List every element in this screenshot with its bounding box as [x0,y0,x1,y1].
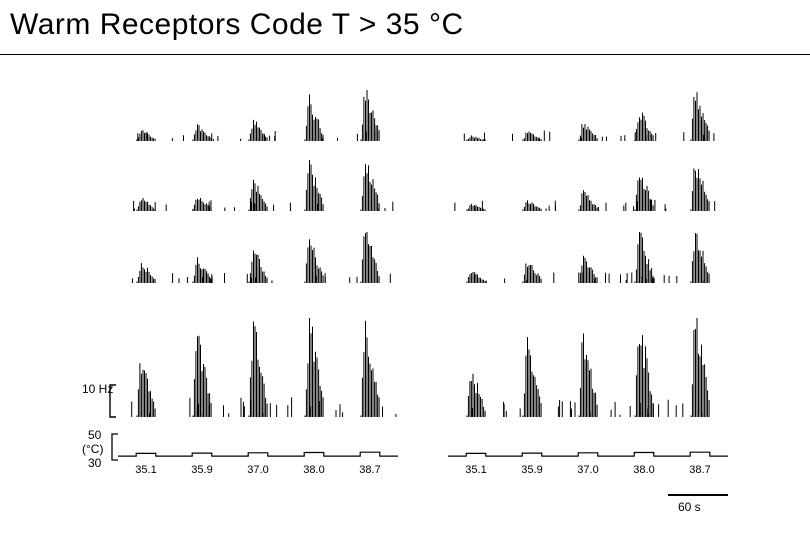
page-title: Warm Receptors Code T > 35 °C [10,8,464,42]
temp-value-c0-i3: 38.0 [294,464,334,476]
temp-axis-top-label: 50 [88,428,101,442]
temp-trace-c1 [448,434,728,460]
firing-rate-scale-icon [108,318,122,418]
temp-value-c0-i4: 38.7 [350,464,390,476]
temp-trace-c0 [118,434,398,460]
spike-panel-c1-r3 [448,318,728,418]
page-root: Warm Receptors Code T > 35 °C 10 Hz 50 (… [0,0,810,540]
spike-panel-c0-r2 [118,232,398,284]
temp-axis-scale-icon [110,432,122,462]
spike-panel-c1-r2 [448,232,728,284]
temp-value-c1-i2: 37.0 [568,464,608,476]
temp-axis-unit-label: (°C) [82,442,103,456]
spike-panel-c0-r3 [118,318,398,418]
figure-area: 10 Hz 50 (°C) 30 60 s 35.135.937.038.038… [0,70,810,530]
title-rule: Warm Receptors Code T > 35 °C [0,0,810,55]
temp-axis-bot-label: 30 [88,456,101,470]
temp-value-c0-i2: 37.0 [238,464,278,476]
spike-panel-c0-r0 [118,90,398,142]
temp-value-c0-i0: 35.1 [126,464,166,476]
spike-panel-c1-r0 [448,90,728,142]
time-scale-text: 60 s [678,500,701,514]
spike-panel-c0-r1 [118,160,398,212]
temp-value-c1-i4: 38.7 [680,464,720,476]
spike-panel-c1-r1 [448,160,728,212]
temp-value-c1-i1: 35.9 [512,464,552,476]
time-scale-bar [668,494,728,496]
temp-value-c0-i1: 35.9 [182,464,222,476]
temp-value-c1-i3: 38.0 [624,464,664,476]
temp-value-c1-i0: 35.1 [456,464,496,476]
